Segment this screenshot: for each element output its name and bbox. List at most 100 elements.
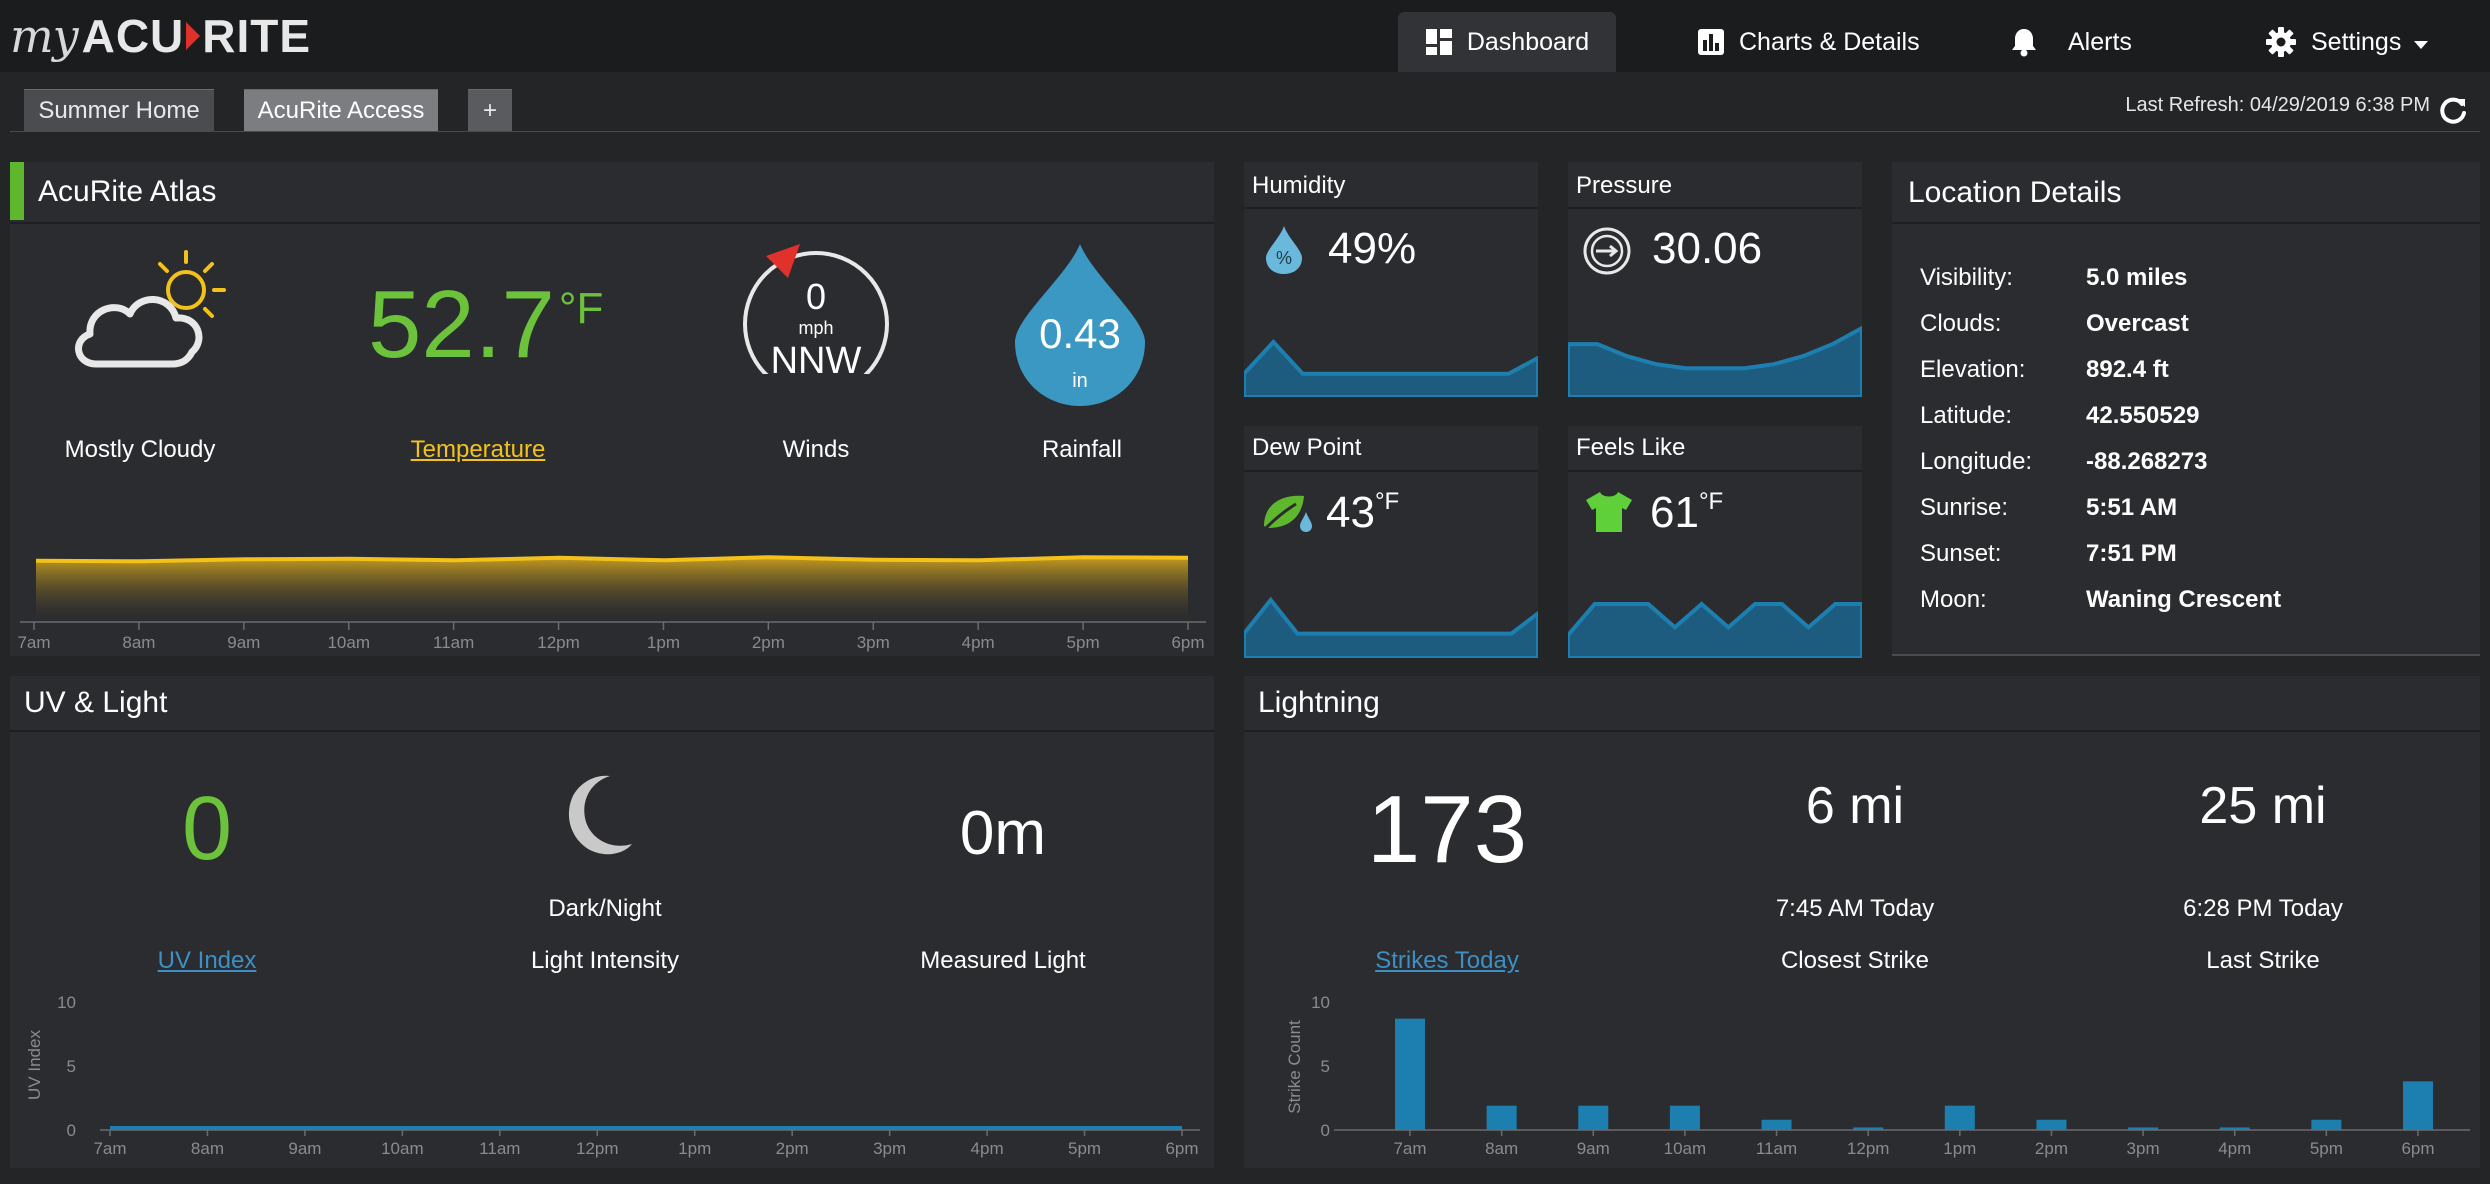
uv-chart-ylabel: UV Index: [25, 1030, 44, 1100]
strike-x-tick-label: 9am: [1577, 1139, 1610, 1158]
closest-strike-label: Closest Strike: [1780, 947, 1930, 974]
wind-direction: NNW: [770, 340, 862, 382]
nav-charts-label: Charts & Details: [1739, 27, 1920, 56]
temp-x-tick-label: 11am: [433, 633, 474, 652]
uv-title: UV & Light: [24, 686, 168, 719]
temp-x-tick-label: 6pm: [1171, 633, 1204, 652]
refresh-icon[interactable]: [2438, 96, 2468, 131]
strike-x-tick-label: 1pm: [1943, 1139, 1976, 1158]
strike-bar: [1486, 1105, 1517, 1130]
svg-text:%: %: [1276, 248, 1292, 268]
strike-x-tick-label: 10am: [1664, 1139, 1707, 1158]
strike-bar: [2219, 1127, 2250, 1130]
closest-strike-time: 7:45 AM Today: [1775, 895, 1935, 922]
dewpoint-reading: 43°F: [1326, 488, 1399, 538]
location-value: 5:51 AM: [2086, 494, 2178, 521]
bell-icon: [2010, 27, 2038, 57]
strike-bar: [2311, 1119, 2342, 1130]
last-refresh-text: Last Refresh: 04/29/2019 6:38 PM: [2125, 94, 2430, 116]
strike-y-tick-label: 10: [1311, 993, 1330, 1012]
nav-settings[interactable]: Settings: [2265, 12, 2429, 72]
location-value: 7:51 PM: [2086, 540, 2177, 567]
uv-x-tick-label: 4pm: [971, 1139, 1004, 1158]
wind-speed: 0: [805, 276, 827, 317]
strike-x-tick-label: 7am: [1393, 1139, 1426, 1158]
pressure-spark-area: [1568, 325, 1862, 397]
feelslike-title: Feels Like: [1576, 434, 1686, 461]
measured-light-value: 0m: [959, 799, 1047, 868]
dewpoint-sparkline: [1244, 596, 1538, 658]
strike-count-chart: Strike Count 0 5 10 7am 8am 9am 10am 11am 12pm 1…: [1285, 993, 2470, 1158]
location-tab-acurite-access[interactable]: AcuRite Access: [244, 89, 438, 132]
temperature-link[interactable]: Temperature: [410, 436, 546, 463]
rain-unit: in: [1072, 370, 1088, 392]
location-title-divider: [1892, 222, 2480, 224]
location-row-visibility: Visibility: 5.0 miles: [1920, 255, 2460, 301]
add-location-button[interactable]: +: [468, 89, 512, 132]
nav-alerts[interactable]: Alerts: [2010, 12, 2132, 72]
dewpoint-spark-area: [1244, 596, 1538, 658]
uv-x-tick-label: 1pm: [678, 1139, 711, 1158]
dewpoint-panel: [1244, 426, 1538, 658]
temp-x-tick-label: 2pm: [752, 633, 785, 652]
top-navigation-bar: [0, 0, 2490, 72]
temperature-line: [35, 555, 1189, 564]
strike-y-tick-label: 0: [1321, 1121, 1330, 1140]
pressure-sparkline: [1568, 325, 1862, 397]
nav-charts-details[interactable]: Charts & Details: [1697, 12, 1920, 72]
feelslike-unit: °F: [1698, 488, 1724, 515]
strike-x-tick-label: 5pm: [2310, 1139, 2343, 1158]
closest-strike-value: 6 mi: [1805, 777, 1905, 835]
light-intensity-label: Light Intensity: [530, 947, 680, 974]
location-details-list: Visibility: 5.0 miles Clouds: Overcast Ele…: [1920, 255, 2460, 623]
location-label: Moon:: [1920, 586, 1987, 613]
location-row-sunset: Sunset: 7:51 PM: [1920, 531, 2460, 577]
pressure-title: Pressure: [1576, 172, 1673, 199]
strike-chart-ylabel: Strike Count: [1285, 1020, 1304, 1114]
strike-bar: [1578, 1105, 1609, 1130]
humidity-drop-icon: %: [1266, 226, 1302, 279]
location-row-moon: Moon: Waning Crescent: [1920, 577, 2460, 623]
myacurite-logo[interactable]: my ACU RITE: [10, 8, 311, 64]
temp-x-tick-label: 4pm: [962, 633, 995, 652]
dewpoint-value: 43: [1326, 488, 1375, 537]
logo-acu: ACU: [81, 10, 185, 62]
bar-chart-icon: [1697, 28, 1725, 56]
location-row-elevation: Elevation: 892.4 ft: [1920, 347, 2460, 393]
uv-x-tick-label: 12pm: [576, 1139, 619, 1158]
strikes-today-link[interactable]: Strikes Today: [1375, 947, 1519, 974]
strike-bar: [1761, 1119, 1792, 1130]
strikes-today-value: 173: [1366, 776, 1528, 883]
strike-bar: [2036, 1119, 2067, 1130]
location-label: Sunrise:: [1920, 494, 2009, 521]
strike-x-tick-label: 2pm: [2035, 1139, 2068, 1158]
location-label: Visibility:: [1920, 264, 2013, 291]
humidity-panel: [1244, 162, 1538, 397]
nav-dashboard[interactable]: Dashboard: [1398, 12, 1616, 72]
location-tab-summer-home[interactable]: Summer Home: [24, 89, 214, 132]
moon-icon: [566, 774, 646, 861]
logo-my: my: [10, 9, 79, 63]
humidity-value: 49%: [1328, 224, 1417, 273]
gear-icon: [2265, 26, 2297, 58]
tabs-divider: [10, 131, 2480, 132]
temp-x-tick-label: 3pm: [857, 633, 890, 652]
location-row-longitude: Longitude: -88.268273: [1920, 439, 2460, 485]
pressure-divider: [1568, 207, 1862, 209]
wind-unit: mph: [798, 318, 834, 338]
uv-y-tick-label: 10: [57, 993, 76, 1012]
uv-x-tick-label: 3pm: [873, 1139, 906, 1158]
logo-rite: RITE: [202, 10, 312, 62]
tshirt-icon: [1584, 490, 1634, 539]
raindrop-icon: [1015, 244, 1145, 411]
uv-index-value: 0: [181, 779, 233, 879]
dashboard-icon: [1425, 28, 1453, 56]
uv-index-link[interactable]: UV Index: [157, 947, 257, 974]
lightning-title-divider: [1244, 730, 2480, 732]
strike-bar: [1395, 1018, 1425, 1130]
location-row-latitude: Latitude: 42.550529: [1920, 393, 2460, 439]
strike-x-tick-label: 12pm: [1847, 1139, 1890, 1158]
feelslike-value: 61: [1650, 488, 1699, 537]
winds-label: Winds: [782, 436, 850, 463]
strike-bar: [2128, 1127, 2159, 1130]
